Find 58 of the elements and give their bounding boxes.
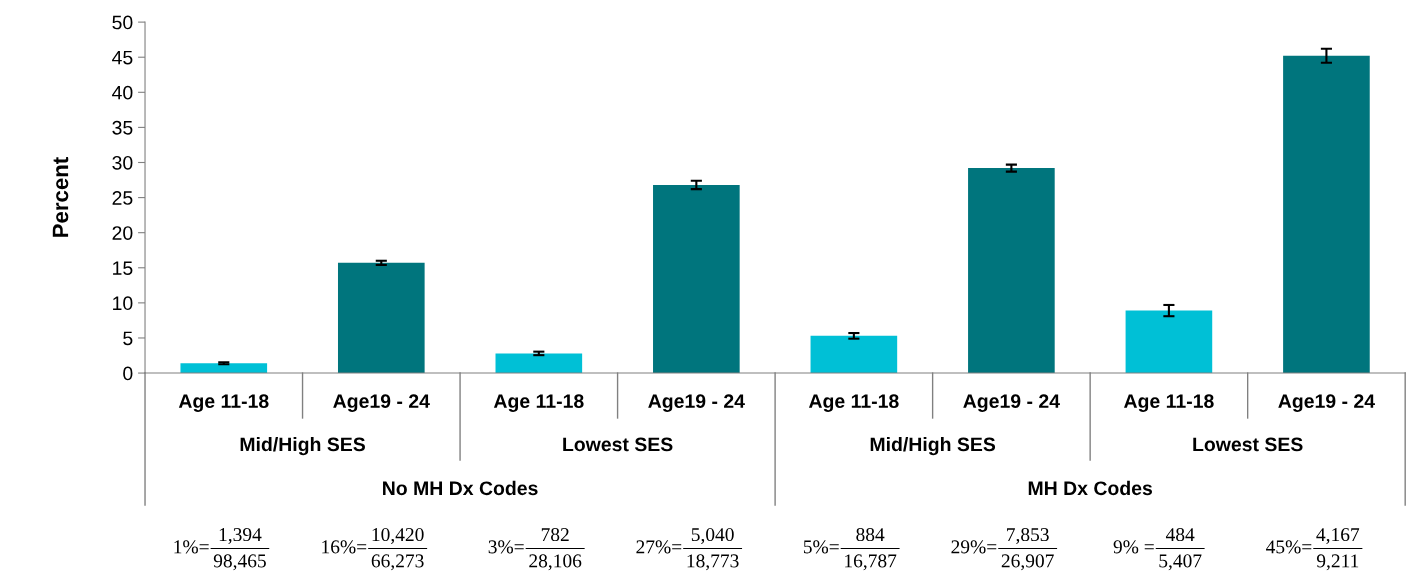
- x-tick-label: Age 11-18: [493, 394, 584, 412]
- text: 9,211: [1316, 554, 1359, 571]
- text: Lowest SES: [1193, 437, 1303, 452]
- text: 66,273: [371, 554, 424, 571]
- y-tick-label: 10: [113, 296, 133, 311]
- y-tick-label: 40: [112, 85, 133, 100]
- text: 29%=: [951, 540, 997, 554]
- text: 4,167: [1316, 528, 1360, 544]
- text: 27%=: [636, 540, 682, 554]
- y-tick-label: 50: [112, 15, 133, 30]
- bar: [653, 184, 740, 374]
- text: 884: [856, 528, 885, 542]
- text: Mid/High SES: [870, 436, 996, 456]
- text: 10,420: [372, 528, 424, 544]
- bar: [968, 168, 1055, 374]
- bar: [495, 353, 583, 374]
- x-tick-label: Age19 - 24: [648, 394, 745, 412]
- text: 7,853: [1007, 528, 1049, 544]
- text: 98,465: [213, 554, 266, 571]
- text: Mid/High SES: [240, 436, 365, 456]
- y-tick-label: 0: [123, 366, 133, 381]
- text: 16%=: [322, 540, 367, 554]
- y-tick-label: 30: [112, 155, 133, 170]
- y-tick-label: 25: [112, 191, 133, 205]
- y-tick-label: 45: [112, 50, 133, 65]
- y-axis-title: Percent: [52, 157, 69, 237]
- text: Lowest SES: [563, 437, 673, 452]
- text: 28,106: [529, 554, 582, 571]
- bar: [1283, 55, 1370, 374]
- text: 782: [541, 528, 569, 542]
- text: 3%=: [488, 540, 524, 554]
- bar: [1125, 310, 1213, 374]
- y-tick-label: 20: [112, 226, 133, 240]
- text: 1,394: [219, 528, 262, 544]
- bar: [337, 262, 425, 374]
- text: 26,907: [1001, 554, 1054, 571]
- text: 1%=: [174, 540, 209, 554]
- text: 5,407: [1159, 554, 1202, 571]
- bar: [810, 335, 898, 374]
- text: 9% =: [1113, 540, 1154, 554]
- x-tick-label: Age 11-18: [808, 394, 899, 412]
- x-tick-label: Age 11-18: [178, 394, 269, 412]
- x-tick-label: Age 11-18: [1123, 394, 1214, 412]
- x-tick-label: Age19 - 24: [1278, 394, 1375, 412]
- y-tick-label: 5: [123, 331, 133, 346]
- text: No MH Dx Codes: [383, 480, 538, 496]
- bar: [180, 363, 268, 374]
- x-tick-label: Age19 - 24: [333, 394, 430, 412]
- text: 484: [1165, 528, 1195, 542]
- y-tick-label: 35: [112, 120, 133, 135]
- x-tick-label: Age19 - 24: [963, 394, 1060, 412]
- text: 18,773: [687, 554, 739, 571]
- text: 5%=: [803, 540, 839, 554]
- text: 16,787: [845, 554, 897, 571]
- y-tick-label: 15: [113, 261, 133, 276]
- text: 5,040: [691, 528, 734, 544]
- text: MH Dx Codes: [1028, 480, 1153, 496]
- text: 45%=: [1266, 540, 1312, 554]
